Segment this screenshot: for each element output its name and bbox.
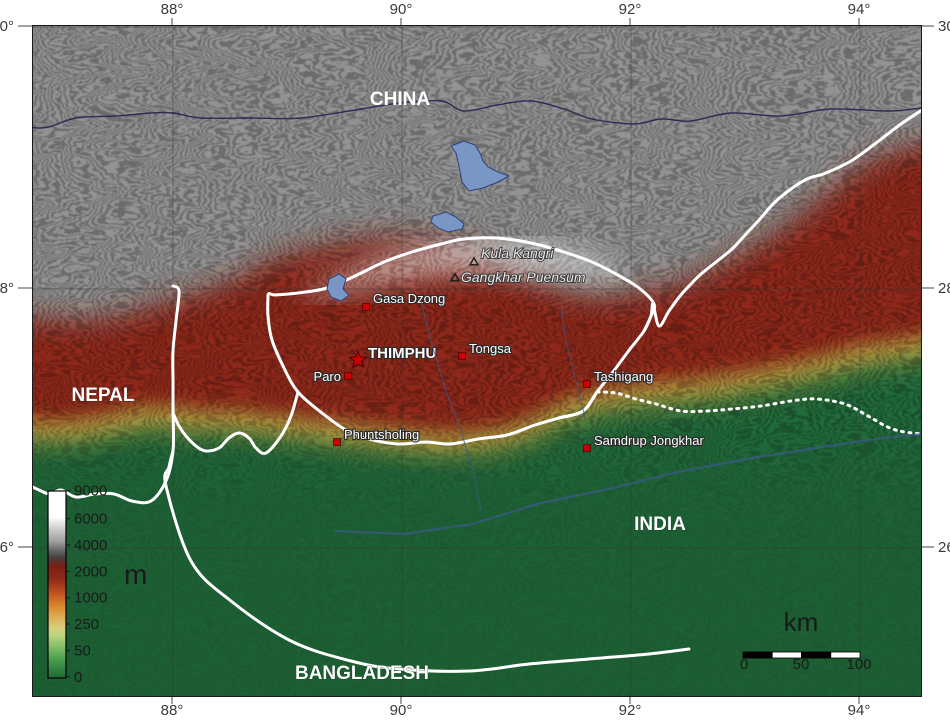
svg-text:88°: 88° [161,1,184,18]
svg-text:90°: 90° [390,1,413,18]
svg-text:0: 0 [74,669,82,686]
svg-text:50: 50 [793,656,810,673]
svg-text:100: 100 [846,656,871,673]
svg-text:26°: 26° [938,539,950,556]
svg-text:4000: 4000 [74,537,107,554]
svg-text:m: m [124,559,147,590]
svg-text:88°: 88° [161,702,184,719]
svg-text:250: 250 [74,616,99,633]
svg-text:2000: 2000 [74,563,107,580]
svg-text:92°: 92° [619,1,642,18]
svg-text:26°: 26° [0,539,14,556]
svg-text:9000: 9000 [74,483,107,500]
svg-text:30°: 30° [0,18,14,35]
svg-text:94°: 94° [848,702,871,719]
svg-text:50: 50 [74,642,91,659]
svg-text:0: 0 [740,656,748,673]
svg-text:6000: 6000 [74,511,107,528]
svg-text:92°: 92° [619,702,642,719]
svg-text:28°: 28° [0,280,14,297]
svg-text:28°: 28° [938,280,950,297]
svg-text:90°: 90° [390,702,413,719]
svg-text:30°: 30° [938,18,950,35]
svg-text:km: km [784,607,819,637]
svg-text:94°: 94° [848,1,871,18]
svg-text:1000: 1000 [74,590,107,607]
